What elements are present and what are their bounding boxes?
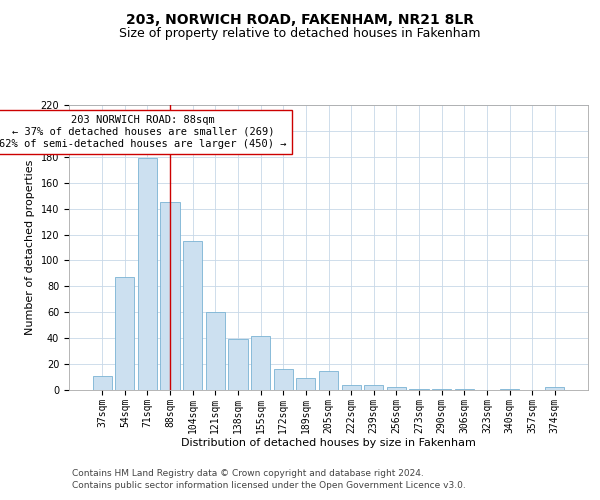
Text: Size of property relative to detached houses in Fakenham: Size of property relative to detached ho… xyxy=(119,28,481,40)
Bar xyxy=(251,336,270,390)
Text: Contains HM Land Registry data © Crown copyright and database right 2024.: Contains HM Land Registry data © Crown c… xyxy=(72,468,424,477)
Bar xyxy=(115,278,134,390)
Bar xyxy=(500,388,519,390)
Bar xyxy=(364,385,383,390)
Bar xyxy=(138,158,157,390)
Bar xyxy=(160,202,180,390)
Y-axis label: Number of detached properties: Number of detached properties xyxy=(25,160,35,335)
Bar xyxy=(455,388,474,390)
Bar xyxy=(387,388,406,390)
Bar xyxy=(319,370,338,390)
Bar xyxy=(341,385,361,390)
Text: 203 NORWICH ROAD: 88sqm
← 37% of detached houses are smaller (269)
62% of semi-d: 203 NORWICH ROAD: 88sqm ← 37% of detache… xyxy=(0,116,287,148)
Bar xyxy=(296,378,316,390)
Bar xyxy=(409,388,428,390)
Bar xyxy=(229,340,248,390)
X-axis label: Distribution of detached houses by size in Fakenham: Distribution of detached houses by size … xyxy=(181,438,476,448)
Bar xyxy=(183,241,202,390)
Text: Contains public sector information licensed under the Open Government Licence v3: Contains public sector information licen… xyxy=(72,481,466,490)
Bar xyxy=(545,388,565,390)
Text: 203, NORWICH ROAD, FAKENHAM, NR21 8LR: 203, NORWICH ROAD, FAKENHAM, NR21 8LR xyxy=(126,12,474,26)
Bar xyxy=(206,312,225,390)
Bar xyxy=(274,370,293,390)
Bar xyxy=(92,376,112,390)
Bar xyxy=(432,388,451,390)
